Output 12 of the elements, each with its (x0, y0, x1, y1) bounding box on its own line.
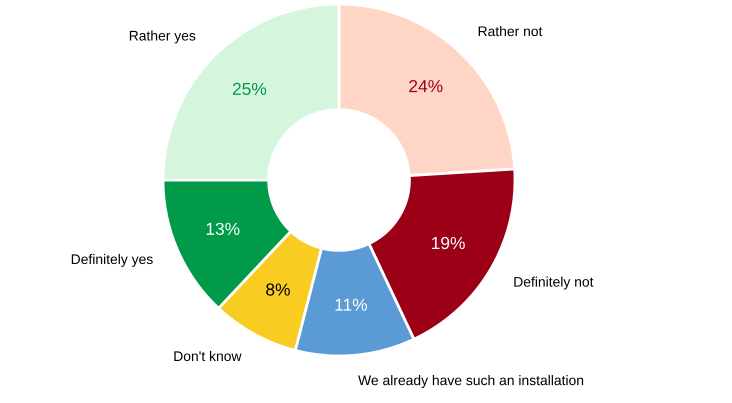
data-label: 19% (432, 236, 465, 250)
slice-label: Rather not (478, 26, 542, 36)
data-label: 24% (409, 80, 443, 92)
data-label: 25% (232, 82, 266, 96)
data-label: 8% (266, 283, 290, 296)
slice-label: Definitely yes (72, 254, 153, 267)
slice-label: Definitely not (514, 276, 594, 290)
slice-label: Rather yes (130, 30, 196, 44)
data-label: 11% (336, 298, 368, 311)
data-label: 13% (206, 222, 240, 235)
slice-label: We already have such an installation (358, 375, 584, 388)
slice-label: Don't know (174, 350, 242, 362)
